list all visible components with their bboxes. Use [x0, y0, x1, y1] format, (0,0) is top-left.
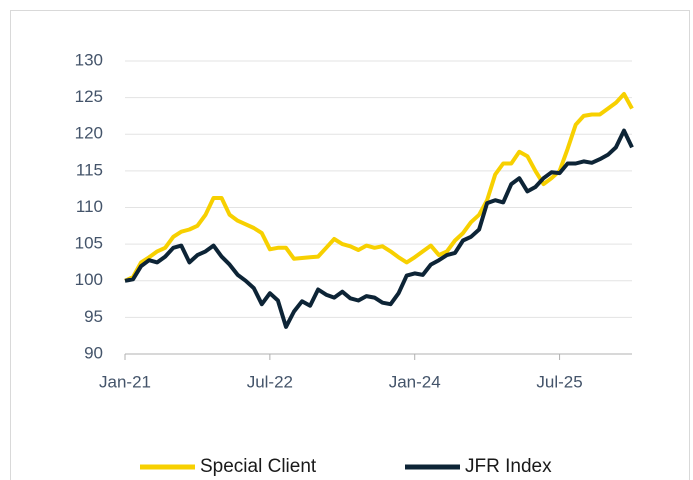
y-tick-label: 105 [75, 234, 103, 253]
series-line [124, 128, 634, 329]
y-tick-label: 120 [75, 124, 103, 143]
y-tick-label: 110 [76, 197, 103, 216]
legend-label: Special Client [200, 456, 317, 477]
y-tick-label: 90 [84, 343, 103, 362]
chart-frame [10, 10, 690, 480]
x-tick-label: Jul-22 [247, 372, 293, 391]
y-tick-label: 115 [76, 160, 103, 179]
y-tick-label: 100 [75, 270, 103, 289]
y-tick-label: 125 [75, 87, 103, 106]
x-tick-label: Jul-25 [536, 372, 582, 391]
y-tick-label: 95 [84, 307, 103, 326]
series-line [124, 92, 634, 283]
y-tick-label: 130 [75, 50, 103, 69]
x-tick-label: Jan-21 [99, 372, 151, 391]
x-tick-label: Jan-24 [389, 372, 441, 391]
legend-label: JFR Index [465, 456, 552, 477]
